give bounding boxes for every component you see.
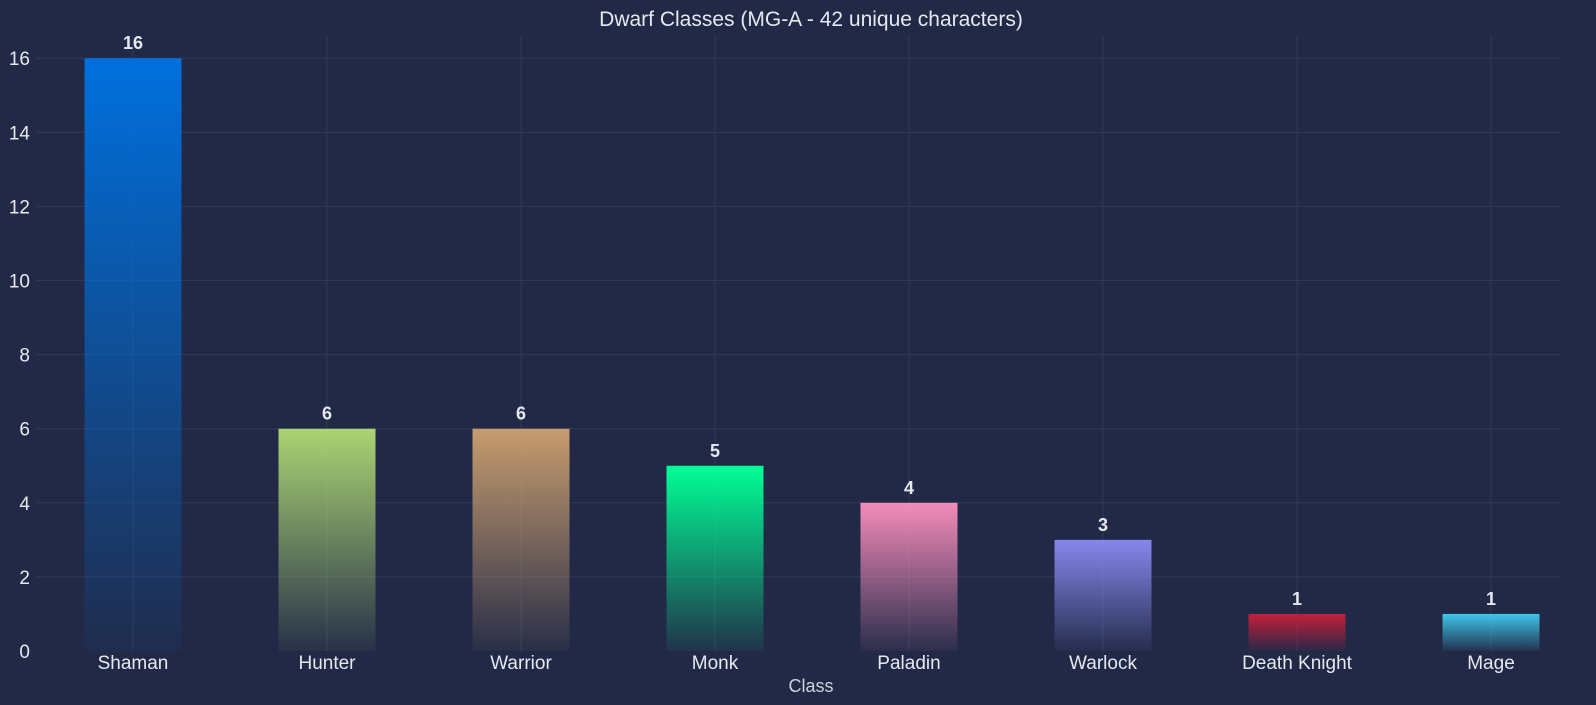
y-tick-label: 10	[9, 272, 30, 293]
y-tick-label: 6	[19, 420, 30, 441]
bars	[84, 58, 1540, 651]
data-label: 5	[710, 441, 720, 461]
data-label: 1	[1292, 589, 1302, 609]
y-tick-label: 4	[19, 494, 30, 515]
data-label: 3	[1098, 515, 1108, 535]
x-tick-label: Death Knight	[1242, 653, 1353, 674]
bar-mage	[1442, 613, 1540, 651]
x-tick-label: Mage	[1467, 653, 1515, 674]
y-tick-label: 0	[19, 642, 30, 663]
data-label: 6	[322, 404, 332, 424]
y-tick-label: 2	[19, 568, 30, 589]
chart-title: Dwarf Classes (MG-A - 42 unique characte…	[599, 8, 1023, 31]
y-tick-label: 12	[9, 197, 30, 218]
x-tick-label: Hunter	[298, 653, 356, 674]
y-tick-label: 14	[9, 123, 31, 144]
x-axis-ticks: Shaman Hunter Warrior Monk Paladin Warlock Dea…	[98, 653, 1515, 674]
bar-death-knight	[1248, 613, 1346, 651]
data-label: 1	[1486, 589, 1496, 609]
x-axis-label: Class	[788, 676, 833, 696]
data-labels: 16 6 6 5 4 3 1 1	[123, 33, 1496, 609]
x-tick-label: Warlock	[1069, 653, 1137, 674]
x-tick-label: Warrior	[490, 653, 552, 674]
bar-warlock	[1054, 539, 1152, 651]
y-tick-label: 16	[9, 49, 30, 70]
bar-warrior	[472, 428, 570, 651]
y-tick-label: 8	[19, 346, 30, 367]
bar-monk	[666, 465, 764, 651]
bar-hunter	[278, 428, 376, 651]
x-tick-label: Monk	[692, 653, 739, 674]
data-label: 4	[904, 478, 914, 498]
x-tick-label: Shaman	[98, 653, 169, 674]
bar-paladin	[860, 502, 958, 651]
data-label: 6	[516, 404, 526, 424]
grid	[36, 36, 1560, 651]
y-axis-ticks: 0 2 4 6 8 10 12 14 16	[9, 49, 31, 663]
bar-shaman	[84, 58, 182, 651]
x-tick-label: Paladin	[877, 653, 940, 674]
data-label: 16	[123, 33, 143, 53]
